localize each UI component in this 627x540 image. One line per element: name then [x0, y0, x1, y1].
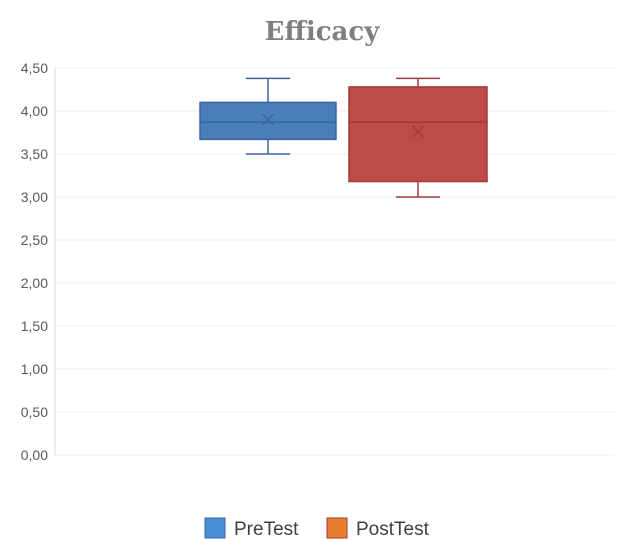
legend-swatch: [326, 517, 348, 539]
y-tick-label: 1,50: [21, 318, 48, 334]
chart-title: Efficacy: [265, 17, 381, 47]
y-axis-ticks: 0,00 0,50 1,00 1,50 2,00 2,50 3,00 3,50 4,00 4,50: [21, 60, 48, 463]
y-tick-label: 3,00: [21, 189, 48, 205]
y-tick-label: 4,00: [21, 103, 48, 119]
legend-item-posttest: PostTest: [326, 517, 430, 540]
mean-marker: [411, 125, 425, 138]
legend-label: PreTest: [234, 519, 299, 540]
legend-item-pretest: PreTest: [204, 517, 299, 540]
legend-swatch: [204, 517, 226, 539]
y-tick-label: 0,50: [21, 404, 48, 420]
box-plots: [199, 77, 488, 198]
y-tick-label: 1,00: [21, 361, 48, 377]
box-pretest: [199, 77, 337, 155]
y-tick-label: 2,00: [21, 275, 48, 291]
mean-marker: [261, 113, 275, 126]
y-tick-label: 0,00: [21, 447, 48, 463]
y-tick-label: 2,50: [21, 232, 48, 248]
y-tick-label: 3,50: [21, 146, 48, 162]
legend: PreTest PostTest: [204, 517, 430, 540]
y-tick-label: 4,50: [21, 60, 48, 76]
box-posttest: [348, 77, 488, 198]
legend-label: PostTest: [356, 519, 430, 540]
box-iqr: [348, 86, 488, 183]
box-iqr: [199, 101, 337, 141]
